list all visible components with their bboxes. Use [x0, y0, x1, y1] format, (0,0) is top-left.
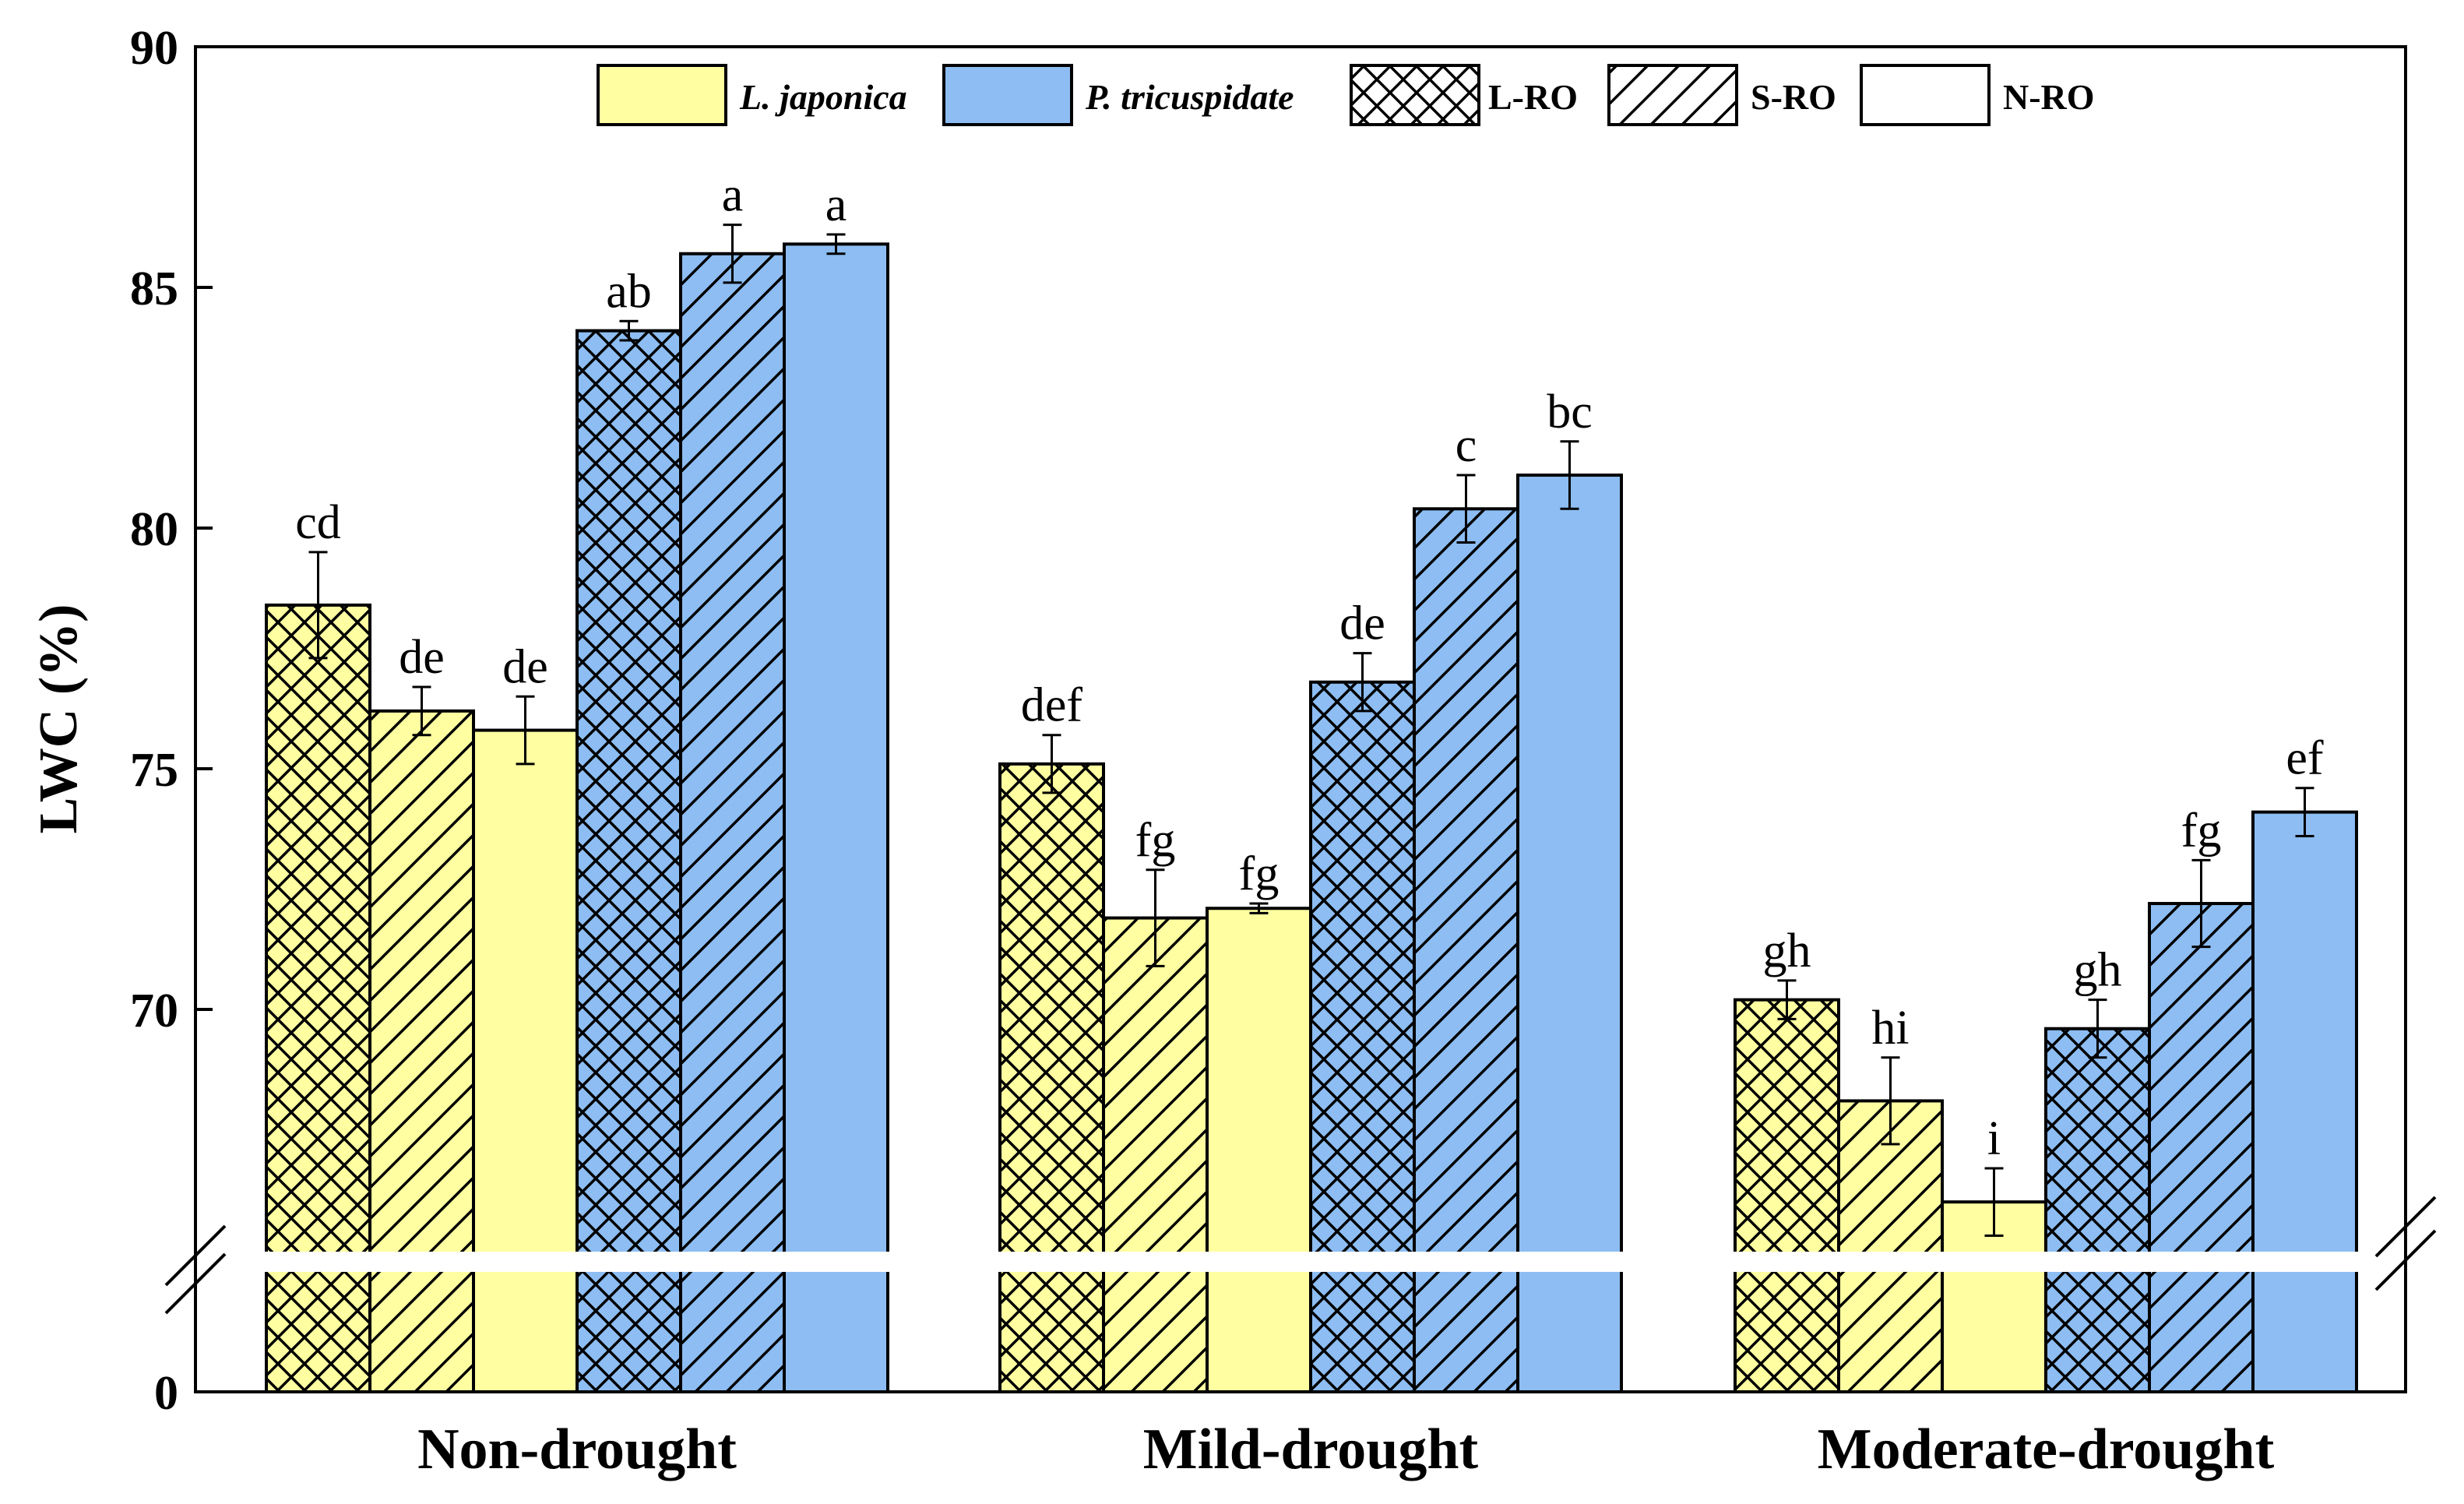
error-bar-0-3 — [619, 319, 639, 342]
bar-pattern-0-3 — [577, 330, 681, 1392]
legend-entry-3: S-RO — [1607, 64, 1836, 126]
significance-letter-0-4: a — [722, 169, 744, 222]
error-bar-1-2 — [1249, 902, 1269, 914]
legend-swatch-outline-0 — [597, 64, 727, 126]
bar-0-2 — [473, 730, 577, 1392]
legend-label-4: N-RO — [2003, 77, 2095, 117]
bar-pattern-1-3 — [1311, 682, 1414, 1392]
legend: L. japonica P. tricuspidate L-RO S-RO N-RO — [597, 64, 2095, 126]
x-category-label-1: Mild-drought — [1143, 1418, 1479, 1481]
significance-letter-0-2: de — [502, 640, 548, 693]
legend-swatch-pattern-2 — [1351, 65, 1479, 125]
bar-pattern-0-0 — [266, 604, 370, 1392]
legend-label-1: P. tricuspidate — [1085, 77, 1294, 117]
significance-letter-1-5: bc — [1547, 386, 1593, 439]
significance-letter-0-3: ab — [606, 265, 652, 318]
bars-layer — [265, 242, 2358, 1394]
error-bar-2-0 — [1777, 979, 1797, 1020]
significance-letter-0-5: a — [825, 178, 847, 231]
legend-entry-1: P. tricuspidate — [942, 64, 1294, 126]
error-bar-0-1 — [412, 685, 431, 737]
legend-entry-0: L. japonica — [597, 64, 907, 126]
legend-swatch-outline-4 — [1860, 64, 1991, 126]
y-axis-ticks: 0 70 75 80 85 90 — [130, 22, 213, 1420]
bar-pattern-0-1 — [370, 710, 473, 1392]
error-bar-1-5 — [1560, 440, 1579, 510]
bar-pattern-2-0 — [1735, 999, 1839, 1392]
error-bar-1-1 — [1146, 868, 1165, 967]
bar-pattern-1-4 — [1414, 509, 1518, 1392]
y-tick-label-1: 70 — [130, 984, 178, 1037]
legend-entry-4: N-RO — [1860, 64, 2095, 126]
legend-entry-2: L-RO — [1350, 64, 1578, 126]
bar-1-5 — [1518, 475, 1621, 1392]
legend-swatch-4 — [1861, 65, 1989, 125]
x-category-label-0: Non-drought — [417, 1418, 737, 1481]
error-bar-1-4 — [1456, 474, 1476, 544]
error-bar-0-2 — [516, 695, 535, 766]
axis-break-band — [187, 1252, 2414, 1272]
significance-letter-2-1: hi — [1871, 1002, 1909, 1055]
error-bar-1-0 — [1042, 734, 1061, 794]
significance-letter-1-2: fg — [1239, 847, 1280, 900]
legend-swatch-outline-3 — [1607, 64, 1738, 126]
error-bar-0-4 — [723, 224, 742, 284]
error-bar-2-3 — [2088, 999, 2107, 1059]
error-bar-2-2 — [1984, 1167, 2004, 1237]
error-bar-2-4 — [2191, 858, 2211, 949]
significance-letter-1-0: def — [1021, 679, 1083, 732]
y-tick-label-5: 90 — [130, 22, 178, 75]
significance-letter-2-2: i — [1987, 1112, 2001, 1165]
bar-0-5 — [784, 244, 888, 1392]
x-axis-labels: Non-drought Mild-drought Moderate-drought — [417, 1418, 2275, 1481]
significance-letter-0-1: de — [399, 631, 445, 684]
y-axis-title: LWC (%) — [29, 604, 89, 834]
significance-letter-1-1: fg — [1135, 814, 1176, 867]
error-bar-2-1 — [1881, 1056, 1900, 1146]
significance-letter-2-5: ef — [2286, 732, 2324, 785]
legend-label-3: S-RO — [1751, 77, 1836, 117]
y-tick-label-4: 85 — [130, 262, 178, 315]
bar-pattern-1-0 — [1000, 763, 1104, 1392]
legend-label-0: L. japonica — [739, 77, 907, 117]
bar-2-5 — [2253, 812, 2357, 1392]
legend-swatch-pattern-3 — [1609, 65, 1737, 125]
significance-letters-layer: cd de de ab a a def fg fg de c bc gh hi i gh fg ef — [295, 169, 2324, 1165]
error-bars-layer — [308, 224, 2314, 1237]
legend-swatch-outline-2 — [1350, 64, 1480, 126]
legend-label-2: L-RO — [1488, 77, 1578, 117]
legend-swatch-outline-1 — [942, 64, 1073, 126]
significance-letter-2-4: fg — [2181, 804, 2222, 857]
significance-letter-0-0: cd — [295, 496, 341, 549]
significance-letter-1-4: c — [1456, 419, 1477, 472]
bar-pattern-1-1 — [1104, 918, 1207, 1392]
y-tick-label-3: 80 — [130, 503, 178, 556]
legend-swatch-1 — [944, 65, 1072, 125]
plot-frame — [194, 45, 2407, 1393]
error-bar-1-3 — [1353, 652, 1372, 713]
bar-pattern-2-3 — [2046, 1028, 2149, 1392]
bar-pattern-2-4 — [2149, 903, 2253, 1392]
significance-letter-2-3: gh — [2074, 944, 2122, 997]
bar-pattern-2-1 — [1839, 1101, 1942, 1392]
error-bar-0-5 — [826, 233, 846, 255]
significance-letter-1-3: de — [1339, 597, 1385, 650]
bar-1-2 — [1207, 908, 1311, 1392]
y-tick-label-0: 0 — [154, 1367, 178, 1420]
error-bar-0-0 — [308, 551, 328, 660]
legend-swatch-0 — [598, 65, 726, 125]
error-bar-2-5 — [2295, 787, 2314, 838]
y-tick-label-2: 75 — [130, 744, 178, 797]
x-category-label-2: Moderate-drought — [1818, 1418, 2275, 1481]
bar-pattern-0-4 — [681, 253, 784, 1392]
significance-letter-2-0: gh — [1763, 925, 1811, 977]
axis-break — [164, 1196, 2437, 1315]
